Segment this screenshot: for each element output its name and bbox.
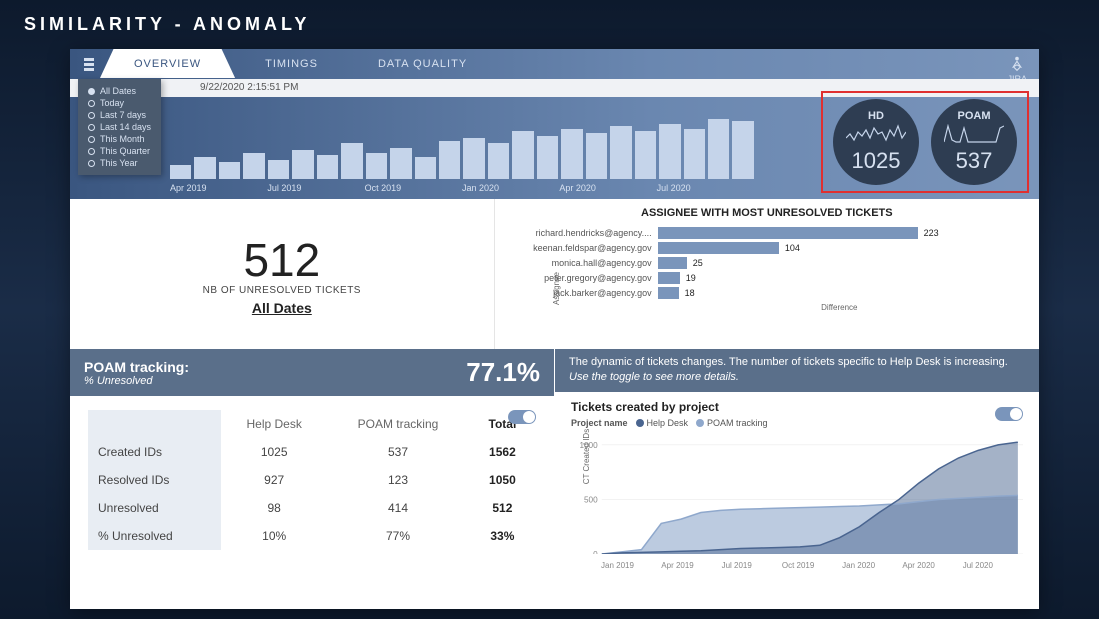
assignee-row[interactable]: peter.gregory@agency.gov19	[513, 272, 1021, 284]
timeline-bar[interactable]	[268, 160, 289, 179]
timeline-bar[interactable]	[366, 153, 387, 179]
timeline-bar[interactable]	[659, 124, 680, 179]
table-header: POAM tracking	[327, 410, 469, 438]
date-filter-dropdown[interactable]: All DatesTodayLast 7 daysLast 14 daysThi…	[78, 79, 161, 175]
timeline-bar[interactable]	[439, 141, 460, 179]
dashboard: OVERVIEWTIMINGSDATA QUALITY JIRA All Dat…	[70, 49, 1039, 609]
assignee-x-label: Difference	[658, 303, 1021, 312]
table-header: Help Desk	[221, 410, 327, 438]
table-row: Resolved IDs9271231050	[88, 466, 536, 494]
tab-bar: OVERVIEWTIMINGSDATA QUALITY	[70, 49, 1039, 79]
assignee-row[interactable]: richard.hendricks@agency....223	[513, 227, 1021, 239]
table-toggle[interactable]	[508, 410, 536, 424]
lower-section: POAM tracking: % Unresolved 77.1% Help D…	[70, 349, 1039, 579]
timeline-bar[interactable]	[512, 131, 533, 179]
date-option[interactable]: This Month	[88, 133, 151, 145]
svg-text:0: 0	[593, 550, 598, 554]
timeline-bar[interactable]	[341, 143, 362, 179]
tab-timings[interactable]: TIMINGS	[235, 49, 348, 78]
header: OVERVIEWTIMINGSDATA QUALITY JIRA All Dat…	[70, 49, 1039, 199]
assignee-y-label: Assignee	[552, 272, 561, 305]
timeline-bar[interactable]	[537, 136, 558, 179]
timeline-bar[interactable]	[219, 162, 240, 179]
area-chart[interactable]: 05001000	[571, 434, 1023, 554]
timeline-bar[interactable]	[317, 155, 338, 179]
assignee-chart: ASSIGNEE WITH MOST UNRESOLVED TICKETS ri…	[495, 199, 1039, 349]
table-row: Unresolved98414512	[88, 494, 536, 522]
menu-icon[interactable]	[78, 49, 100, 80]
date-option[interactable]: Last 14 days	[88, 121, 151, 133]
kpi-range[interactable]: All Dates	[252, 300, 312, 316]
kpi-label: NB OF UNRESOLVED TICKETS	[203, 285, 361, 296]
assignee-row[interactable]: jack.barker@agency.gov18	[513, 287, 1021, 299]
timeline-bar[interactable]	[610, 126, 631, 179]
timeline-bar[interactable]	[415, 157, 436, 179]
timeline-bar[interactable]	[243, 153, 264, 179]
timeline-bar[interactable]	[463, 138, 484, 179]
poam-banner-title: POAM tracking:	[84, 359, 189, 375]
metric-circle-hd[interactable]: HD 1025	[833, 99, 919, 185]
poam-banner-sub: % Unresolved	[84, 375, 189, 387]
kpi-value: 512	[243, 233, 320, 287]
timeline-bar[interactable]	[635, 131, 656, 179]
assignee-row[interactable]: monica.hall@agency.gov25	[513, 257, 1021, 269]
lower-right: The dynamic of tickets changes. The numb…	[555, 349, 1039, 579]
area-chart-title: Tickets created by project	[571, 400, 768, 414]
assignee-row[interactable]: keenan.feldspar@agency.gov104	[513, 242, 1021, 254]
date-option[interactable]: This Quarter	[88, 145, 151, 157]
table-row: % Unresolved10%77%33%	[88, 522, 536, 550]
timeline-bar[interactable]	[292, 150, 313, 179]
timeline-bar[interactable]	[684, 129, 705, 179]
lower-left: POAM tracking: % Unresolved 77.1% Help D…	[70, 349, 555, 579]
slide-title: SIMILARITY - ANOMALY	[0, 0, 1099, 49]
date-option[interactable]: All Dates	[88, 85, 151, 97]
metric-circle-poam[interactable]: POAM 537	[931, 99, 1017, 185]
svg-text:500: 500	[584, 495, 598, 504]
jira-icon	[1008, 55, 1026, 73]
timeline-bar[interactable]	[708, 119, 729, 179]
assignee-chart-title: ASSIGNEE WITH MOST UNRESOLVED TICKETS	[513, 207, 1021, 219]
poam-banner: POAM tracking: % Unresolved 77.1%	[70, 349, 554, 396]
area-toggle[interactable]	[995, 407, 1023, 421]
timeline-bar[interactable]	[390, 148, 411, 179]
tab-overview[interactable]: OVERVIEW	[100, 49, 235, 78]
timeline-bar[interactable]	[488, 143, 509, 179]
area-chart-legend: Project nameHelp DeskPOAM tracking	[571, 418, 768, 428]
area-y-label: CT Created IDs	[582, 429, 591, 484]
timeline-bar[interactable]	[732, 121, 753, 179]
table-row: Created IDs10255371562	[88, 438, 536, 466]
timeline-bar[interactable]	[170, 165, 191, 179]
date-option[interactable]: Today	[88, 97, 151, 109]
timeline-bar[interactable]	[194, 157, 215, 179]
timeline-bar[interactable]	[586, 133, 607, 179]
table-header	[88, 410, 221, 438]
date-option[interactable]: This Year	[88, 157, 151, 169]
summary-table: Help DeskPOAM trackingTotalCreated IDs10…	[88, 410, 536, 550]
anomaly-highlight-box: HD 1025POAM 537	[821, 91, 1029, 193]
summary-table-wrap: Help DeskPOAM trackingTotalCreated IDs10…	[70, 396, 554, 564]
timeline-bar[interactable]	[561, 129, 582, 179]
tab-data-quality[interactable]: DATA QUALITY	[348, 49, 497, 78]
date-option[interactable]: Last 7 days	[88, 109, 151, 121]
kpi-unresolved: 512 NB OF UNRESOLVED TICKETS All Dates	[70, 199, 495, 349]
area-chart-wrap: Tickets created by project Project nameH…	[555, 392, 1039, 579]
dynamic-banner: The dynamic of tickets changes. The numb…	[555, 349, 1039, 392]
timeline-bar-chart[interactable]: Apr 2019Jul 2019Oct 2019Jan 2020Apr 2020…	[170, 119, 754, 191]
poam-banner-pct: 77.1%	[466, 357, 540, 388]
